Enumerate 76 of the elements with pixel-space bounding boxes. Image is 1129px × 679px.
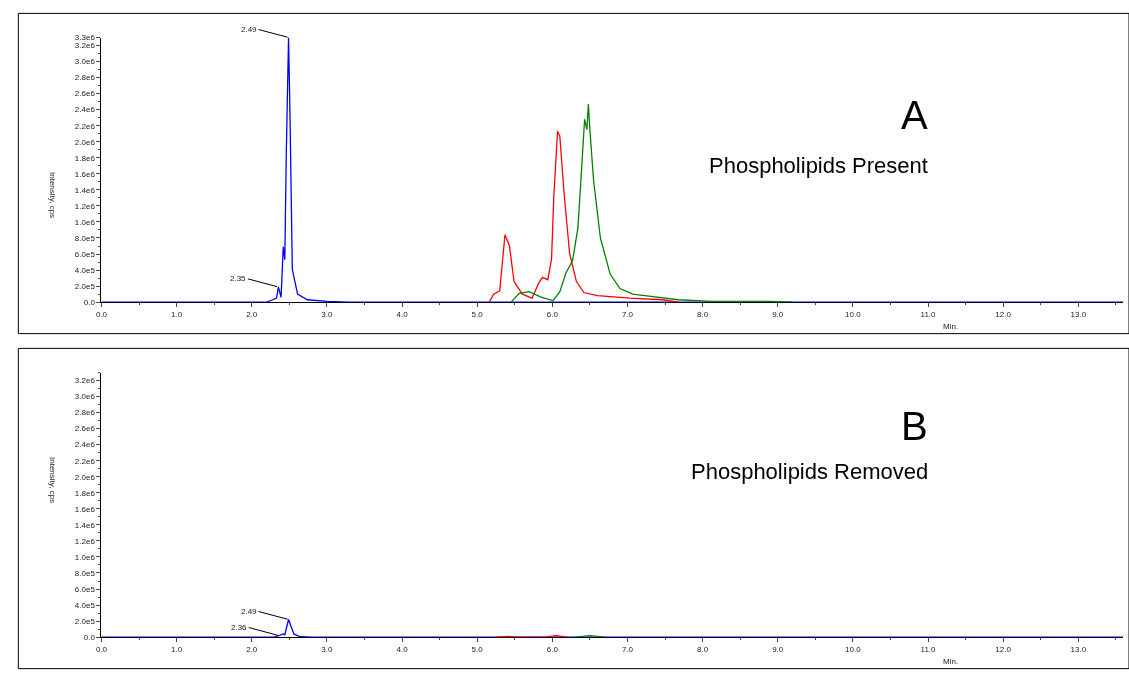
y-tick-label: 1.6e6	[74, 504, 96, 514]
x-tick-label: 13.0	[1070, 644, 1087, 654]
y-tick-label: 3.0e6	[74, 57, 96, 67]
y-tick-label: 2.2e6	[74, 121, 96, 131]
x-tick-label: 13.0	[1070, 309, 1087, 319]
x-tick-label: 12.0	[995, 309, 1012, 319]
x-tick-label: 0.0	[95, 309, 108, 319]
y-tick-label: 1.8e6	[74, 488, 96, 498]
y-tick-label: 1.2e6	[74, 536, 96, 546]
y-tick-label: 2.8e6	[74, 73, 96, 83]
y-tick-label: 6.0e5	[74, 249, 96, 259]
x-tick-label: 2.0	[246, 309, 258, 319]
x-tick-label: 7.0	[621, 309, 634, 319]
y-axis-title: Intensity, cps	[47, 172, 57, 219]
x-tick-label: 10.0	[845, 309, 862, 319]
text: A	[901, 93, 928, 137]
y-tick-label: 0.0	[83, 632, 96, 642]
x-tick-label: 5.0	[471, 309, 484, 319]
y-tick-label: 2.0e5	[74, 616, 96, 626]
x-tick-label: 9.0	[772, 309, 784, 319]
annotation: 2.49	[241, 607, 258, 616]
x-tick-label: 12.0	[995, 644, 1012, 654]
y-tick-label: 2.4e6	[74, 105, 96, 115]
y-tick-label: 2.6e6	[74, 424, 96, 434]
y-tick-label: 3.2e6	[74, 41, 96, 51]
x-tick-label: 6.0	[546, 644, 559, 654]
text: B	[901, 404, 928, 448]
y-tick-label: 2.0e6	[74, 472, 96, 482]
y-tick-label: 2.0e5	[74, 281, 96, 291]
y-tick-label: 2.4e6	[74, 440, 96, 450]
annotation: 2.49	[241, 25, 258, 34]
y-tick-label: 1.4e6	[74, 520, 96, 530]
y-tick-label: 3.0e6	[74, 392, 96, 402]
y-tick-label: 3.3e6	[74, 33, 96, 43]
y-tick-label: 1.0e6	[74, 217, 96, 227]
line-series	[488, 130, 680, 303]
x-axis-title: Min.	[943, 657, 959, 666]
y-tick-label: 2.6e6	[74, 89, 96, 99]
x-tick-label: 5.0	[471, 644, 484, 654]
y-tick-label: 2.2e6	[74, 456, 96, 466]
x-tick-label: 8.0	[697, 644, 709, 654]
x-tick-label: 0.0	[95, 644, 108, 654]
x-tick-label: 1.0	[171, 644, 183, 654]
annotation: 2.36	[231, 623, 248, 632]
y-tick-label: 1.8e6	[74, 153, 96, 163]
x-tick-label: 11.0	[920, 309, 937, 319]
x-tick-label: 10.0	[845, 644, 862, 654]
y-tick-label: 2.0e6	[74, 137, 96, 147]
x-tick-label: 11.0	[920, 644, 937, 654]
x-tick-label: 8.0	[697, 309, 709, 319]
x-tick-label: 9.0	[772, 644, 784, 654]
y-axis-title: Intensity, cps	[47, 457, 57, 504]
x-tick-label: 4.0	[396, 309, 409, 319]
annotation: 2.35	[230, 274, 247, 283]
y-tick-label: 0.0	[83, 297, 96, 307]
x-tick-label: 1.0	[171, 309, 183, 319]
y-tick-label: 8.0e5	[74, 233, 96, 243]
y-tick-label: 8.0e5	[74, 568, 96, 578]
y-tick-label: 4.0e5	[74, 265, 96, 275]
x-tick-label: 7.0	[621, 644, 634, 654]
y-tick-label: 1.4e6	[74, 185, 96, 195]
y-tick-label: 3.2e6	[74, 376, 96, 386]
x-axis-title: Min.	[943, 322, 959, 331]
y-tick-label: 4.0e5	[74, 600, 96, 610]
x-tick-label: 3.0	[321, 644, 333, 654]
x-tick-label: 6.0	[546, 309, 559, 319]
y-tick-label: 1.2e6	[74, 201, 96, 211]
y-tick-label: 1.0e6	[74, 552, 96, 562]
y-tick-label: 1.6e6	[74, 169, 96, 179]
y-tick-label: 6.0e5	[74, 584, 96, 594]
x-tick-label: 3.0	[321, 309, 333, 319]
y-tick-label: 2.8e6	[74, 408, 96, 418]
text: Phospholipids Removed	[691, 459, 929, 484]
text: Phospholipids Present	[709, 153, 928, 178]
x-tick-label: 2.0	[246, 644, 258, 654]
x-tick-label: 4.0	[396, 644, 409, 654]
